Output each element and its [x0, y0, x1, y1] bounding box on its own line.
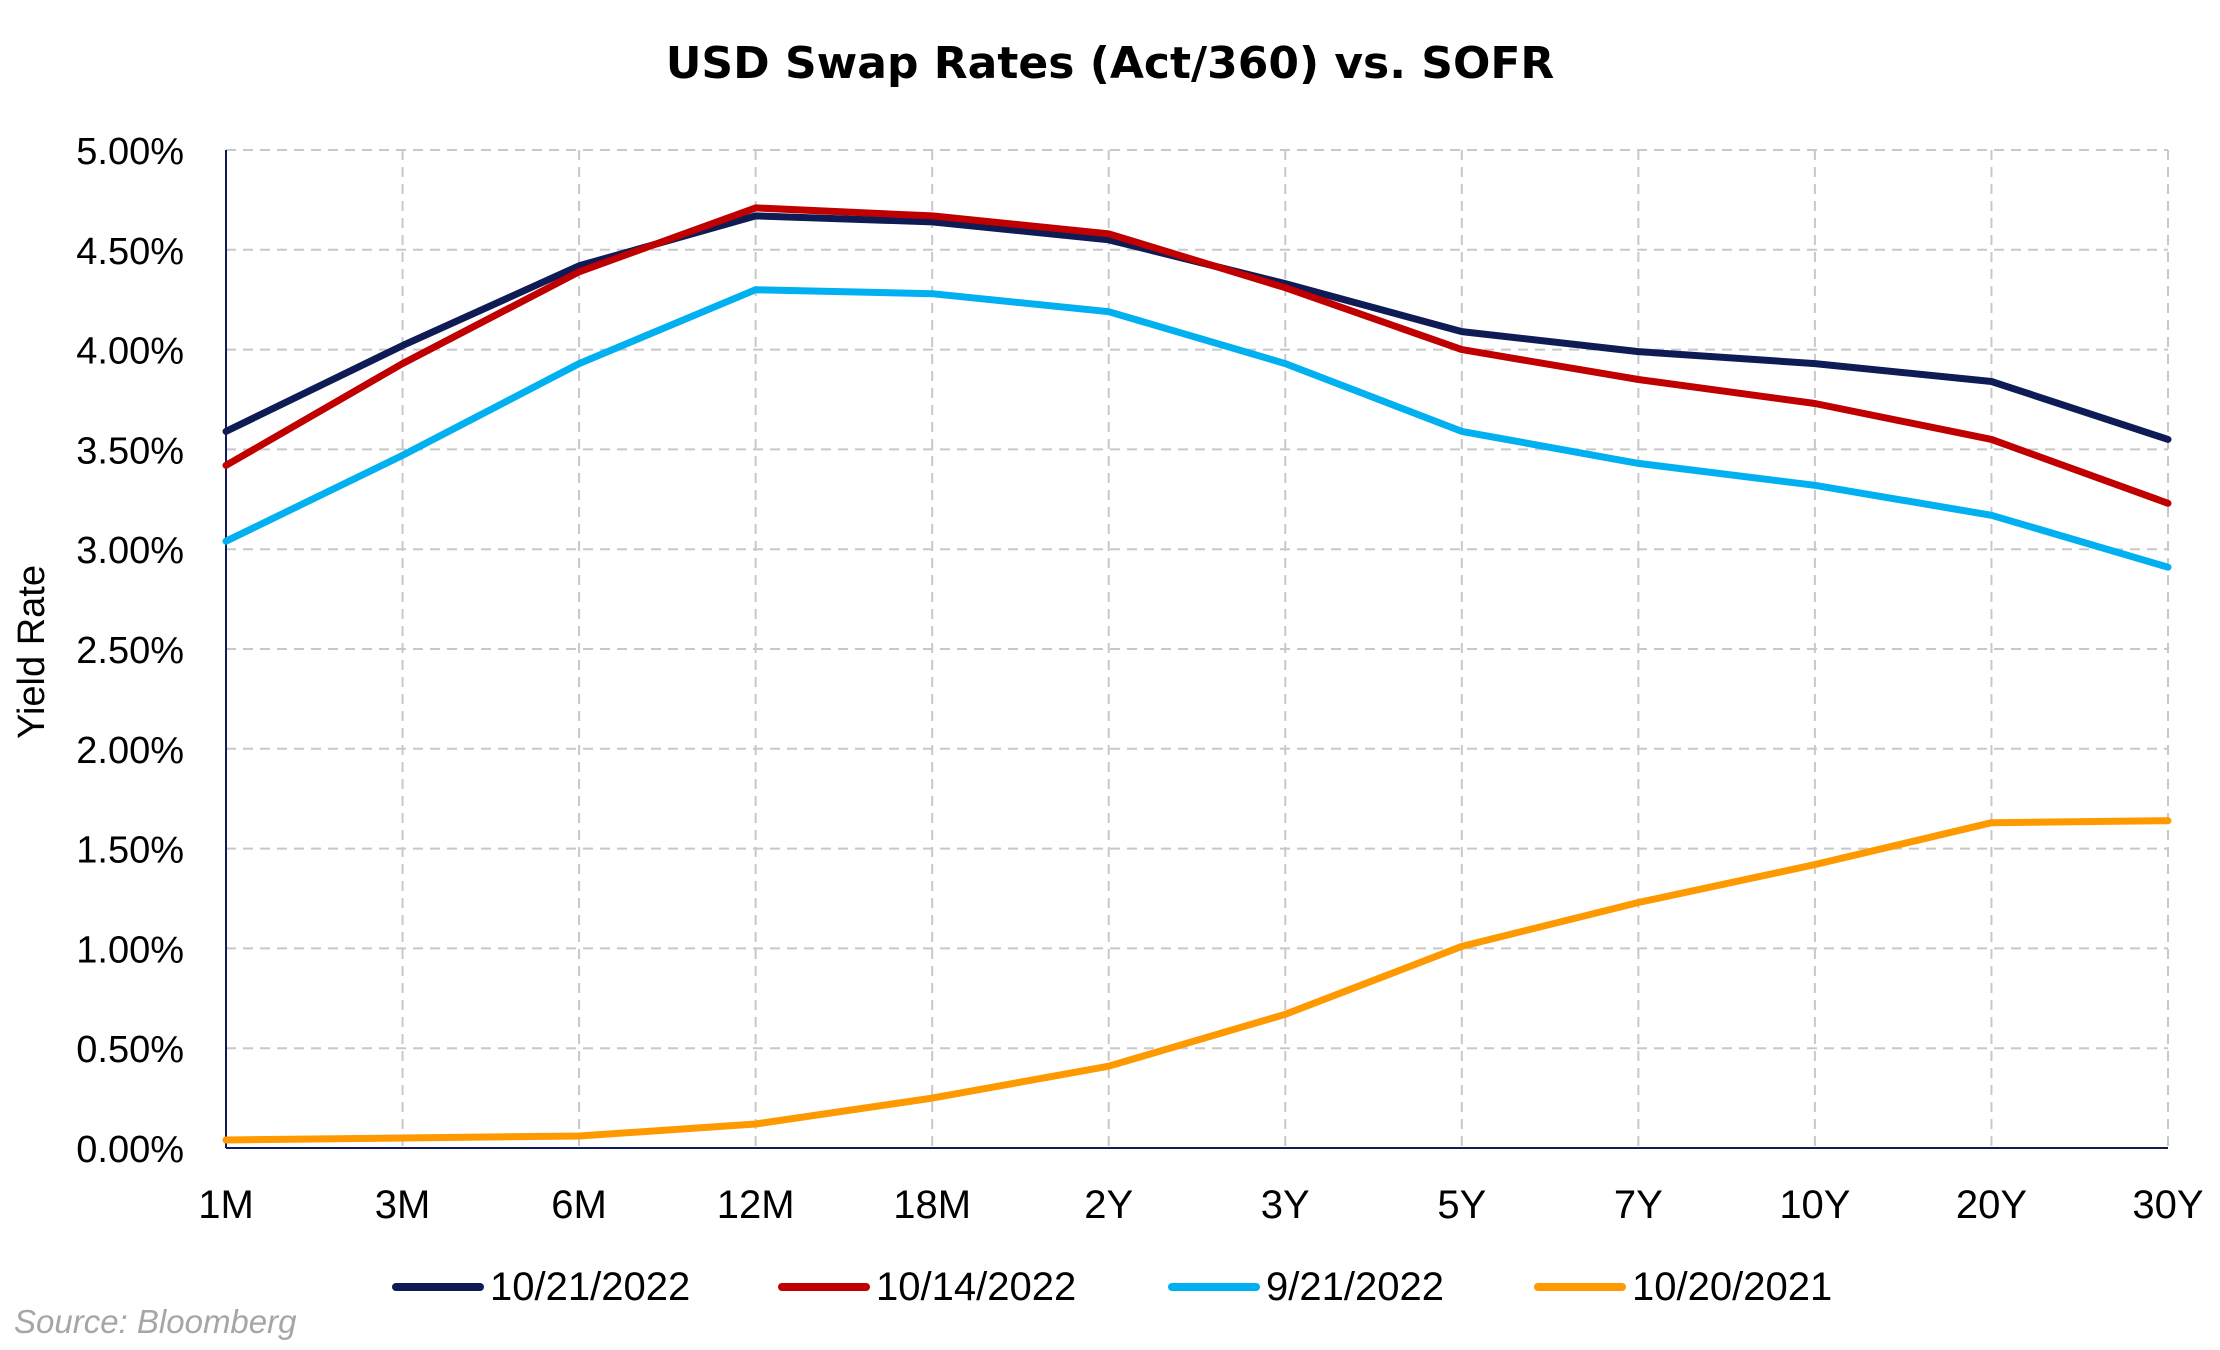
y-tick-label: 2.50% — [76, 630, 184, 672]
y-tick-label: 2.00% — [76, 730, 184, 772]
x-tick-label: 7Y — [1614, 1183, 1663, 1227]
legend-swatch — [392, 1283, 484, 1291]
x-tick-label: 1M — [198, 1183, 254, 1227]
legend-label: 9/21/2022 — [1266, 1265, 1444, 1309]
y-tick-label: 1.00% — [76, 929, 184, 971]
chart-title: USD Swap Rates (Act/360) vs. SOFR — [665, 38, 1555, 89]
y-tick-label: 4.00% — [76, 331, 184, 373]
legend-label: 10/14/2022 — [876, 1265, 1077, 1309]
legend-label: 10/21/2022 — [490, 1265, 691, 1309]
legend-swatch — [1534, 1283, 1626, 1291]
y-tick-label: 0.00% — [76, 1129, 184, 1171]
y-tick-label: 1.50% — [76, 830, 184, 872]
series-line — [222, 817, 2172, 1144]
legend-item: 10/21/2022 — [392, 1262, 690, 1312]
gridlines — [226, 149, 2169, 1148]
tick-labels: 0.00% 0.50% 1.00% 1.50% 2.00% 2.50% 3.00% 3.50%… — [76, 131, 2203, 1227]
legend-item: 10/20/2021 — [1534, 1262, 1832, 1312]
y-tick-label: 0.50% — [76, 1029, 184, 1071]
y-tick-label: 3.50% — [76, 430, 184, 472]
y-tick-label: 4.50% — [76, 231, 184, 273]
x-tick-label: 3Y — [1261, 1183, 1310, 1227]
y-tick-label: 3.00% — [76, 530, 184, 572]
x-tick-label: 18M — [893, 1183, 971, 1227]
x-tick-label: 5Y — [1437, 1183, 1486, 1227]
x-tick-label: 2Y — [1084, 1183, 1133, 1227]
series-lines — [222, 204, 2172, 1144]
x-tick-label: 6M — [551, 1183, 607, 1227]
legend-item: 9/21/2022 — [1168, 1262, 1444, 1312]
source-note: Source: Bloomberg — [14, 1303, 297, 1340]
x-tick-label: 20Y — [1956, 1183, 2027, 1227]
axes — [225, 150, 2168, 1149]
x-tick-label: 30Y — [2132, 1183, 2203, 1227]
series-line — [222, 204, 2172, 507]
legend-item: 10/14/2022 — [778, 1262, 1076, 1312]
legend-swatch — [778, 1283, 870, 1291]
y-tick-label: 5.00% — [76, 131, 184, 173]
legend-label: 10/20/2021 — [1632, 1265, 1833, 1309]
x-tick-label: 10Y — [1779, 1183, 1850, 1227]
x-tick-label: 3M — [375, 1183, 431, 1227]
x-tick-label: 12M — [717, 1183, 795, 1227]
legend-swatch — [1168, 1283, 1260, 1291]
y-axis-label: Yield Rate — [11, 565, 53, 739]
series-line — [222, 286, 2172, 571]
